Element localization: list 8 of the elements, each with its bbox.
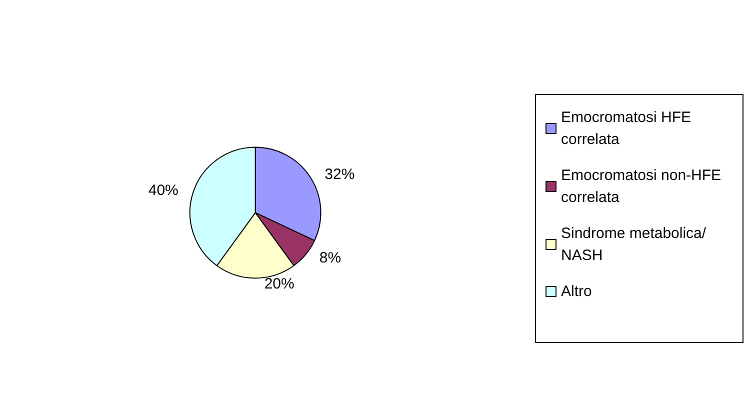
legend-label: Emocromatosi non-HFE correlata <box>561 167 726 206</box>
data-label: 40% <box>148 182 178 200</box>
data-label: 8% <box>319 250 342 267</box>
legend-label: Altro <box>561 283 592 300</box>
legend-label: Sindrome metabolica/NASH <box>561 225 707 264</box>
data-label: 20% <box>264 276 294 293</box>
data-label: 32% <box>324 166 355 183</box>
legend-label: Emocromatosi HFE correlata <box>561 109 696 148</box>
